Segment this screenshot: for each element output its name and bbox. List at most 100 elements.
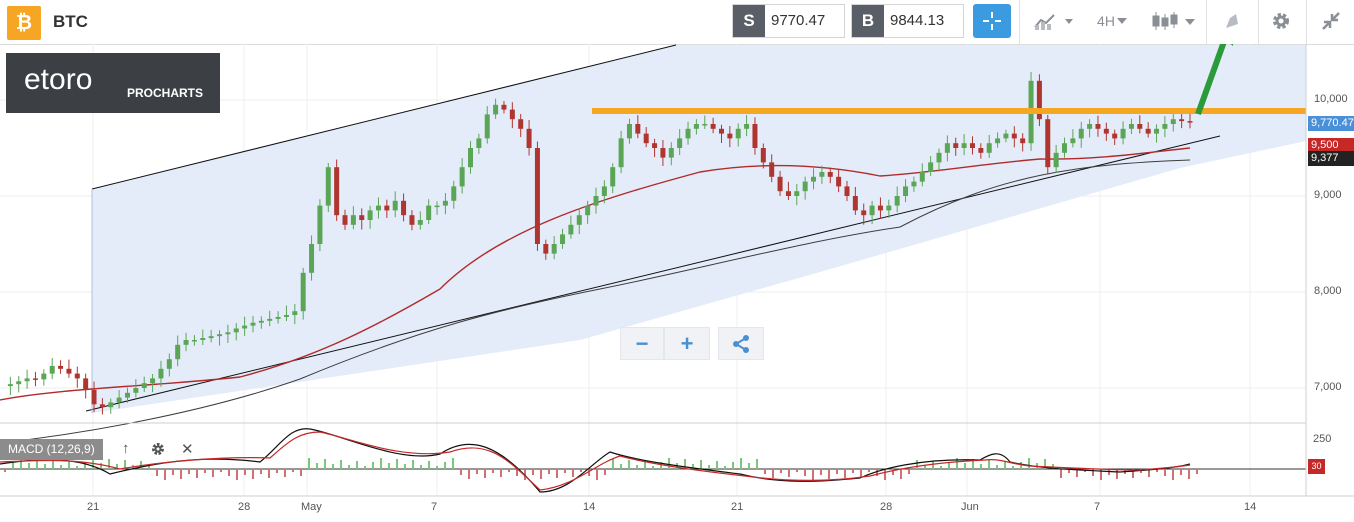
share-button[interactable] [718, 327, 764, 360]
candle-body [877, 205, 883, 211]
macd-histogram-bar [636, 465, 638, 469]
macd-histogram-bar [932, 461, 934, 469]
candle-body [233, 328, 239, 333]
macd-histogram-bar [1028, 458, 1030, 469]
macd-histogram-bar [868, 469, 870, 472]
candle-body [1112, 133, 1118, 139]
candle-body [133, 388, 139, 393]
candles-icon [1152, 12, 1195, 30]
candle-body [1095, 124, 1101, 129]
macd-histogram-bar [820, 469, 822, 475]
macd-histogram-bar [100, 463, 102, 469]
macd-histogram-bar [1068, 469, 1070, 473]
macd-histogram-bar [372, 462, 374, 469]
brand-name: etoro [24, 63, 93, 96]
candle-body [417, 220, 423, 225]
macd-histogram-bar [244, 469, 246, 475]
toolbar-divider [1258, 0, 1259, 44]
candle-body [752, 124, 758, 148]
zoom-in-button[interactable]: + [664, 327, 710, 360]
macd-histogram-bar [76, 466, 78, 469]
macd-move-up-icon[interactable]: ↑ [122, 440, 130, 457]
candle-body [493, 104, 499, 115]
macd-histogram-bar [788, 469, 790, 477]
macd-histogram-bar [668, 458, 670, 469]
macd-histogram-bar [428, 461, 430, 469]
candle-body [1087, 124, 1093, 129]
candle-body [1170, 119, 1176, 124]
candle-body [476, 138, 482, 148]
macd-histogram-bar [860, 469, 862, 477]
crosshair-icon [983, 12, 1001, 30]
macd-histogram-bar [772, 469, 774, 478]
annotation-arrow[interactable] [1195, 44, 1233, 116]
zoom-out-button[interactable]: − [620, 327, 664, 360]
candle-body [1045, 119, 1051, 168]
candle-body [643, 133, 649, 144]
candle-body [660, 148, 666, 158]
macd-histogram-bar [172, 469, 174, 475]
candle-body [652, 143, 658, 148]
macd-histogram-bar [148, 466, 150, 469]
crosshair-button[interactable] [973, 4, 1011, 38]
macd-histogram-bar [388, 463, 390, 469]
macd-histogram-bar [468, 469, 470, 479]
candle-body [518, 119, 524, 129]
macd-histogram-bar [700, 460, 702, 469]
candle-body [928, 162, 934, 172]
candle-body [811, 176, 817, 182]
candle-body [727, 133, 733, 139]
candle-body [718, 128, 724, 134]
macd-settings-button[interactable] [150, 441, 166, 461]
timeframe-dropdown[interactable]: 4H [1088, 4, 1138, 38]
macd-histogram-bar [364, 466, 366, 469]
collapse-button[interactable] [1312, 4, 1350, 38]
macd-indicator-label[interactable]: MACD (12,26,9) [0, 439, 103, 460]
candle-body [869, 205, 875, 216]
drawing-tools-button[interactable] [1214, 4, 1252, 38]
channel-upper-line[interactable] [91, 44, 677, 190]
macd-histogram-bar [324, 459, 326, 469]
candle-body [1036, 80, 1042, 120]
candle-body [166, 359, 172, 369]
macd-histogram-bar [556, 469, 558, 478]
candle-body [693, 124, 699, 129]
candle-body [936, 152, 942, 163]
candle-body [16, 381, 22, 385]
macd-histogram-bar [516, 469, 518, 476]
macd-histogram-bar [308, 458, 310, 469]
toolbar-divider [1206, 0, 1207, 44]
macd-histogram-bar [916, 460, 918, 469]
macd-histogram-bar [948, 462, 950, 469]
candle-body [116, 397, 122, 403]
instrument-symbol[interactable]: BTC [53, 12, 88, 31]
chart-type-dropdown[interactable] [1148, 4, 1200, 38]
candle-body [894, 196, 900, 206]
macd-histogram-bar [1164, 469, 1166, 476]
buy-price-button[interactable]: B 9844.13 [851, 4, 964, 38]
time-tick-label: 14 [583, 501, 596, 513]
macd-histogram-bar [1076, 469, 1078, 477]
macd-histogram-bar [260, 469, 262, 474]
candle-body [1162, 124, 1168, 129]
macd-histogram-bar [300, 469, 302, 476]
sell-price-button[interactable]: S 9770.47 [732, 4, 845, 38]
macd-histogram-bar [28, 463, 30, 469]
candle-body [325, 167, 331, 206]
moving-average-long [0, 159, 1191, 444]
candle-body [367, 210, 373, 220]
price-chart[interactable] [0, 44, 1354, 522]
toolbar: ₿ BTC S 9770.47 B 9844.13 4H [0, 0, 1354, 45]
macd-histogram-bar [396, 459, 398, 469]
candle-body [1011, 133, 1017, 139]
macd-close-icon[interactable]: ✕ [181, 441, 194, 458]
indicators-button[interactable] [1030, 4, 1078, 38]
candle-body [384, 205, 390, 211]
macd-histogram-bar [1116, 469, 1118, 479]
macd-histogram-bar [220, 469, 222, 472]
candle-body [217, 334, 223, 337]
settings-button[interactable] [1262, 4, 1300, 38]
candle-body [158, 368, 164, 379]
time-tick-label: 28 [880, 501, 893, 513]
channel-lower-line[interactable] [85, 135, 1221, 412]
